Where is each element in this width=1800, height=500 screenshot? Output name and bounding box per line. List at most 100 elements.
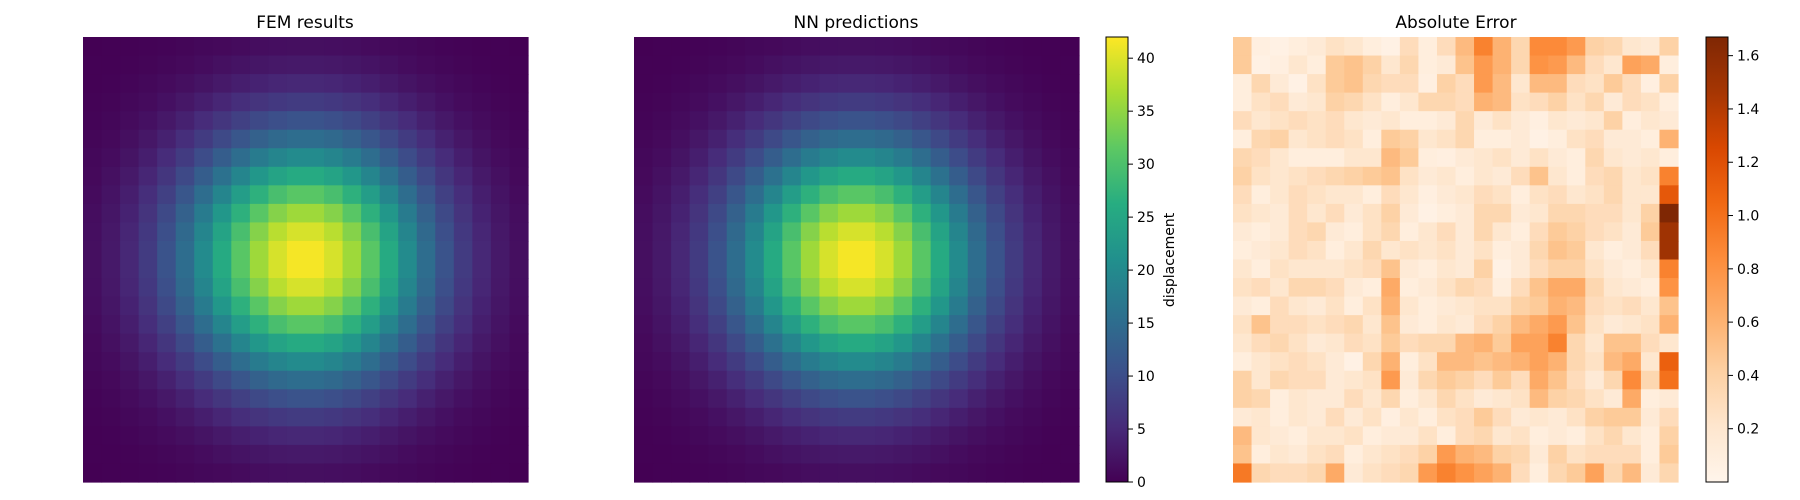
heatmap-cell [453,444,473,465]
heatmap-cell [1622,389,1642,409]
heatmap-cell [912,333,932,353]
heatmap-cell [912,444,932,465]
heatmap-cell [231,259,251,279]
heatmap-cell [120,463,140,483]
heatmap-cell [398,463,418,483]
heatmap-cell [875,259,895,279]
heatmap-cell [398,166,418,186]
heatmap-cell [453,166,473,186]
heatmap-cell [1548,166,1568,186]
heatmap-cell [398,333,418,353]
heatmap-cell [1270,333,1290,353]
heatmap-cell [1566,278,1586,298]
colorbar-tick-label: 0.4 [1737,368,1759,384]
heatmap-cell [231,185,251,205]
heatmap-cell [1251,92,1271,112]
heatmap-cell [1474,111,1494,131]
heatmap-cell [138,74,158,94]
heatmap-cell [782,55,802,75]
heatmap-cell [763,259,783,279]
heatmap-cell [175,333,195,353]
heatmap-cell [745,129,765,149]
heatmap-cell [509,240,529,261]
heatmap-cell [1511,370,1531,390]
heatmap-cell [1251,129,1271,149]
heatmap-cell [509,370,529,390]
heatmap-cell [912,315,932,335]
heatmap-cell [212,166,232,186]
heatmap-cell [1548,203,1568,224]
heatmap-cell [324,278,344,298]
heatmap-cell [1603,333,1623,353]
heatmap-cell [1659,333,1679,353]
heatmap-cell [453,129,473,149]
heatmap-cell [967,370,987,390]
heatmap-cell [1585,426,1605,446]
heatmap-cell [819,240,839,261]
colorbar-tick-label: 40 [1137,51,1155,67]
heatmap-cell [1603,92,1623,112]
heatmap-cell [268,55,288,75]
heatmap-cell [1603,426,1623,446]
colorbar-tick-label: 20 [1137,263,1155,279]
heatmap-cell [930,240,950,261]
heatmap-cell [986,74,1006,94]
heatmap-cell [1041,74,1062,94]
heatmap-cell [1566,315,1586,335]
heatmap-cell [268,259,288,279]
heatmap-cell [1566,37,1586,57]
heatmap-cell [1399,278,1420,298]
heatmap-cell [1325,333,1345,353]
heatmap-cell [1060,166,1080,186]
heatmap-cell [967,185,987,205]
heatmap-cell [286,333,307,353]
heatmap-cell [342,92,362,112]
heatmap-cell [1307,370,1327,390]
heatmap-cell [949,333,969,353]
heatmap-cell [986,296,1006,316]
heatmap-cell [1436,352,1457,372]
heatmap-cell [138,166,158,186]
heatmap-cell [509,259,529,279]
heatmap-cell [342,166,362,186]
heatmap-cell [1659,74,1679,94]
heatmap-cell [689,352,709,372]
heatmap-cell [1251,426,1271,446]
heatmap-cell [1344,240,1364,261]
heatmap-cell [361,463,381,483]
heatmap-cell [1381,426,1401,446]
heatmap-cell [819,352,839,372]
heatmap-cell [305,352,325,372]
heatmap-cell [875,37,895,57]
heatmap-cell [1023,407,1043,427]
heatmap-cell [1418,333,1438,353]
heatmap-cell [1548,444,1568,465]
heatmap-cell [1023,370,1043,390]
title-absolute-error: Absolute Error [1395,13,1516,33]
heatmap-cell [379,111,399,131]
heatmap-cell [986,259,1006,279]
heatmap-cell [708,315,728,335]
heatmap-cell [1548,426,1568,446]
heatmap-cell [1603,111,1623,131]
heatmap-cell [1362,426,1382,446]
heatmap-cell [472,444,492,465]
heatmap-cell [1529,74,1549,94]
heatmap-cell [472,111,492,131]
heatmap-cell [249,55,270,75]
heatmap-cell [1251,55,1271,75]
heatmap-cell [379,203,399,224]
heatmap-cell [1399,222,1420,242]
heatmap-cell [175,370,195,390]
heatmap-cell [1418,203,1438,224]
heatmap-cell [1436,333,1457,353]
heatmap-cell [689,333,709,353]
heatmap-cell [1566,463,1586,483]
heatmap-cell [652,370,672,390]
heatmap-cell [1288,259,1308,279]
heatmap-cell [1529,296,1549,316]
heatmap-cell [689,463,709,483]
heatmap-cell [1622,296,1642,316]
heatmap-cell [1041,240,1062,261]
heatmap-cell [83,129,103,149]
